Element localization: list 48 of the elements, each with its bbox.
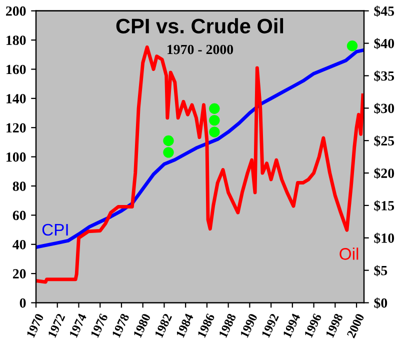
x-tick-label: 1988 xyxy=(218,313,236,338)
x-tick-label: 1992 xyxy=(261,313,279,338)
x-tick-label: 2000 xyxy=(346,313,364,338)
y-tick-label: 120 xyxy=(6,123,26,133)
y2-tick-label: $40 xyxy=(374,38,394,50)
x-tick-label: 1974 xyxy=(69,312,87,338)
x-tick-label: 1976 xyxy=(90,312,108,338)
series-label: Oil xyxy=(340,248,358,260)
y2-tick-label: $10 xyxy=(374,232,394,244)
x-tick-label: 1978 xyxy=(112,313,130,338)
point xyxy=(209,114,220,126)
y-tick-label: 140 xyxy=(6,94,26,104)
y-tick-label: 80 xyxy=(12,182,26,191)
y-tick-label: 160 xyxy=(6,64,26,74)
x-tick-label: 1994 xyxy=(282,312,300,338)
x-tick-label: 1990 xyxy=(240,313,258,338)
x-tick-label: 1970 xyxy=(26,313,44,338)
y-tick-label: 20 xyxy=(12,269,26,279)
y-tick-label: 180 xyxy=(6,36,26,45)
x-tick-label: 1996 xyxy=(304,312,322,338)
x-tick-label: 1972 xyxy=(48,313,66,338)
line-series xyxy=(36,45,364,284)
y2-tick-label: $45 xyxy=(374,6,394,17)
point xyxy=(163,147,174,158)
y2-tick-label: $20 xyxy=(374,168,394,179)
y2-tick-label: $30 xyxy=(374,102,394,114)
x-tick-label: 1998 xyxy=(325,313,344,338)
point xyxy=(163,135,174,146)
x-tick-label: 1980 xyxy=(133,313,151,338)
chart-title: CPI vs. Crude Oil xyxy=(116,18,284,34)
y-tick-label: 40 xyxy=(12,240,26,250)
y-tick-label: 0 xyxy=(20,298,26,308)
point xyxy=(209,103,220,114)
y-tick-label: 200 xyxy=(6,6,26,16)
y2-tick-label: $5 xyxy=(374,265,388,276)
point xyxy=(346,40,358,52)
text: 1970 - 2000 xyxy=(168,44,234,54)
point xyxy=(209,126,220,138)
y-tick-label: 100 xyxy=(6,152,26,162)
x-tick-label: 1984 xyxy=(176,312,194,338)
y2-tick-label: $25 xyxy=(374,135,394,146)
x-tick-label: 1986 xyxy=(197,312,215,338)
y2-tick-label: $35 xyxy=(374,70,394,82)
x-tick-label: 1982 xyxy=(154,313,172,338)
y2-tick-label: $15 xyxy=(374,200,394,212)
series-label: CPI xyxy=(42,224,68,236)
y-tick-label: 60 xyxy=(12,210,26,220)
y2-tick-label: $0 xyxy=(374,298,388,309)
